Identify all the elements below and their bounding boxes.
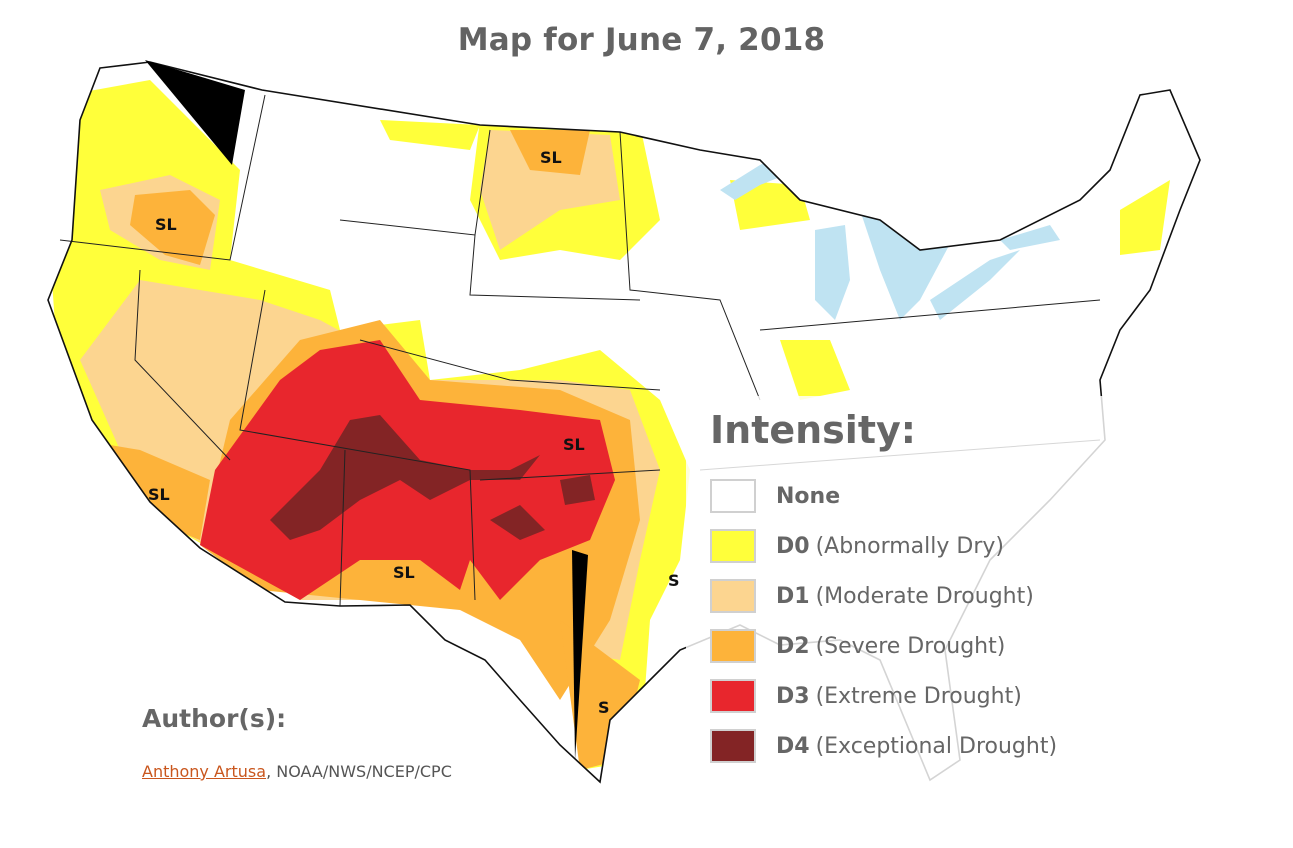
legend-item-d0: D0 (Abnormally Dry) bbox=[710, 526, 1004, 566]
map-label: SL bbox=[148, 485, 170, 504]
legend-swatch bbox=[710, 629, 756, 663]
legend-description: (Severe Drought) bbox=[815, 633, 1006, 659]
legend-code: None bbox=[776, 483, 841, 509]
map-label: SL bbox=[563, 435, 585, 454]
legend-item-none: None bbox=[710, 476, 846, 516]
legend-code: D3 bbox=[776, 683, 810, 709]
author-heading: Author(s): bbox=[142, 704, 287, 733]
no-data-region bbox=[145, 60, 245, 165]
legend-title: Intensity: bbox=[710, 408, 916, 452]
legend-item-d1: D1 (Moderate Drought) bbox=[710, 576, 1034, 616]
author-credit: Anthony Artusa, NOAA/NWS/NCEP/CPC bbox=[142, 762, 452, 781]
legend-code: D0 bbox=[776, 533, 810, 559]
map-label: SL bbox=[540, 148, 562, 167]
legend-description: (Exceptional Drought) bbox=[815, 733, 1058, 759]
no-data-region bbox=[572, 550, 588, 760]
legend-swatch bbox=[710, 479, 756, 513]
map-label: SL bbox=[393, 563, 415, 582]
legend-description: (Moderate Drought) bbox=[815, 583, 1034, 609]
intensity-legend: Intensity: None D0 (Abnormally Dry) D1 (… bbox=[686, 396, 1106, 796]
map-title: Map for June 7, 2018 bbox=[457, 22, 826, 58]
legend-code: D1 bbox=[776, 583, 810, 609]
map-label: SL bbox=[155, 215, 177, 234]
legend-item-d3: D3 (Extreme Drought) bbox=[710, 676, 1022, 716]
map-label: S bbox=[668, 571, 680, 590]
legend-swatch bbox=[710, 729, 756, 763]
legend-swatch bbox=[710, 579, 756, 613]
legend-item-d4: D4 (Exceptional Drought) bbox=[710, 726, 1057, 766]
legend-item-d2: D2 (Severe Drought) bbox=[710, 626, 1005, 666]
legend-code: D4 bbox=[776, 733, 810, 759]
map-labels: SL SL SL SL SL S S bbox=[148, 148, 680, 717]
d4-areas bbox=[270, 415, 595, 540]
legend-description: (Extreme Drought) bbox=[815, 683, 1022, 709]
legend-swatch bbox=[710, 529, 756, 563]
legend-code: D2 bbox=[776, 633, 810, 659]
legend-description: (Abnormally Dry) bbox=[815, 533, 1004, 559]
author-affiliation: , NOAA/NWS/NCEP/CPC bbox=[266, 762, 452, 781]
author-link[interactable]: Anthony Artusa bbox=[142, 762, 267, 781]
map-label: S bbox=[598, 698, 610, 717]
legend-swatch bbox=[710, 679, 756, 713]
